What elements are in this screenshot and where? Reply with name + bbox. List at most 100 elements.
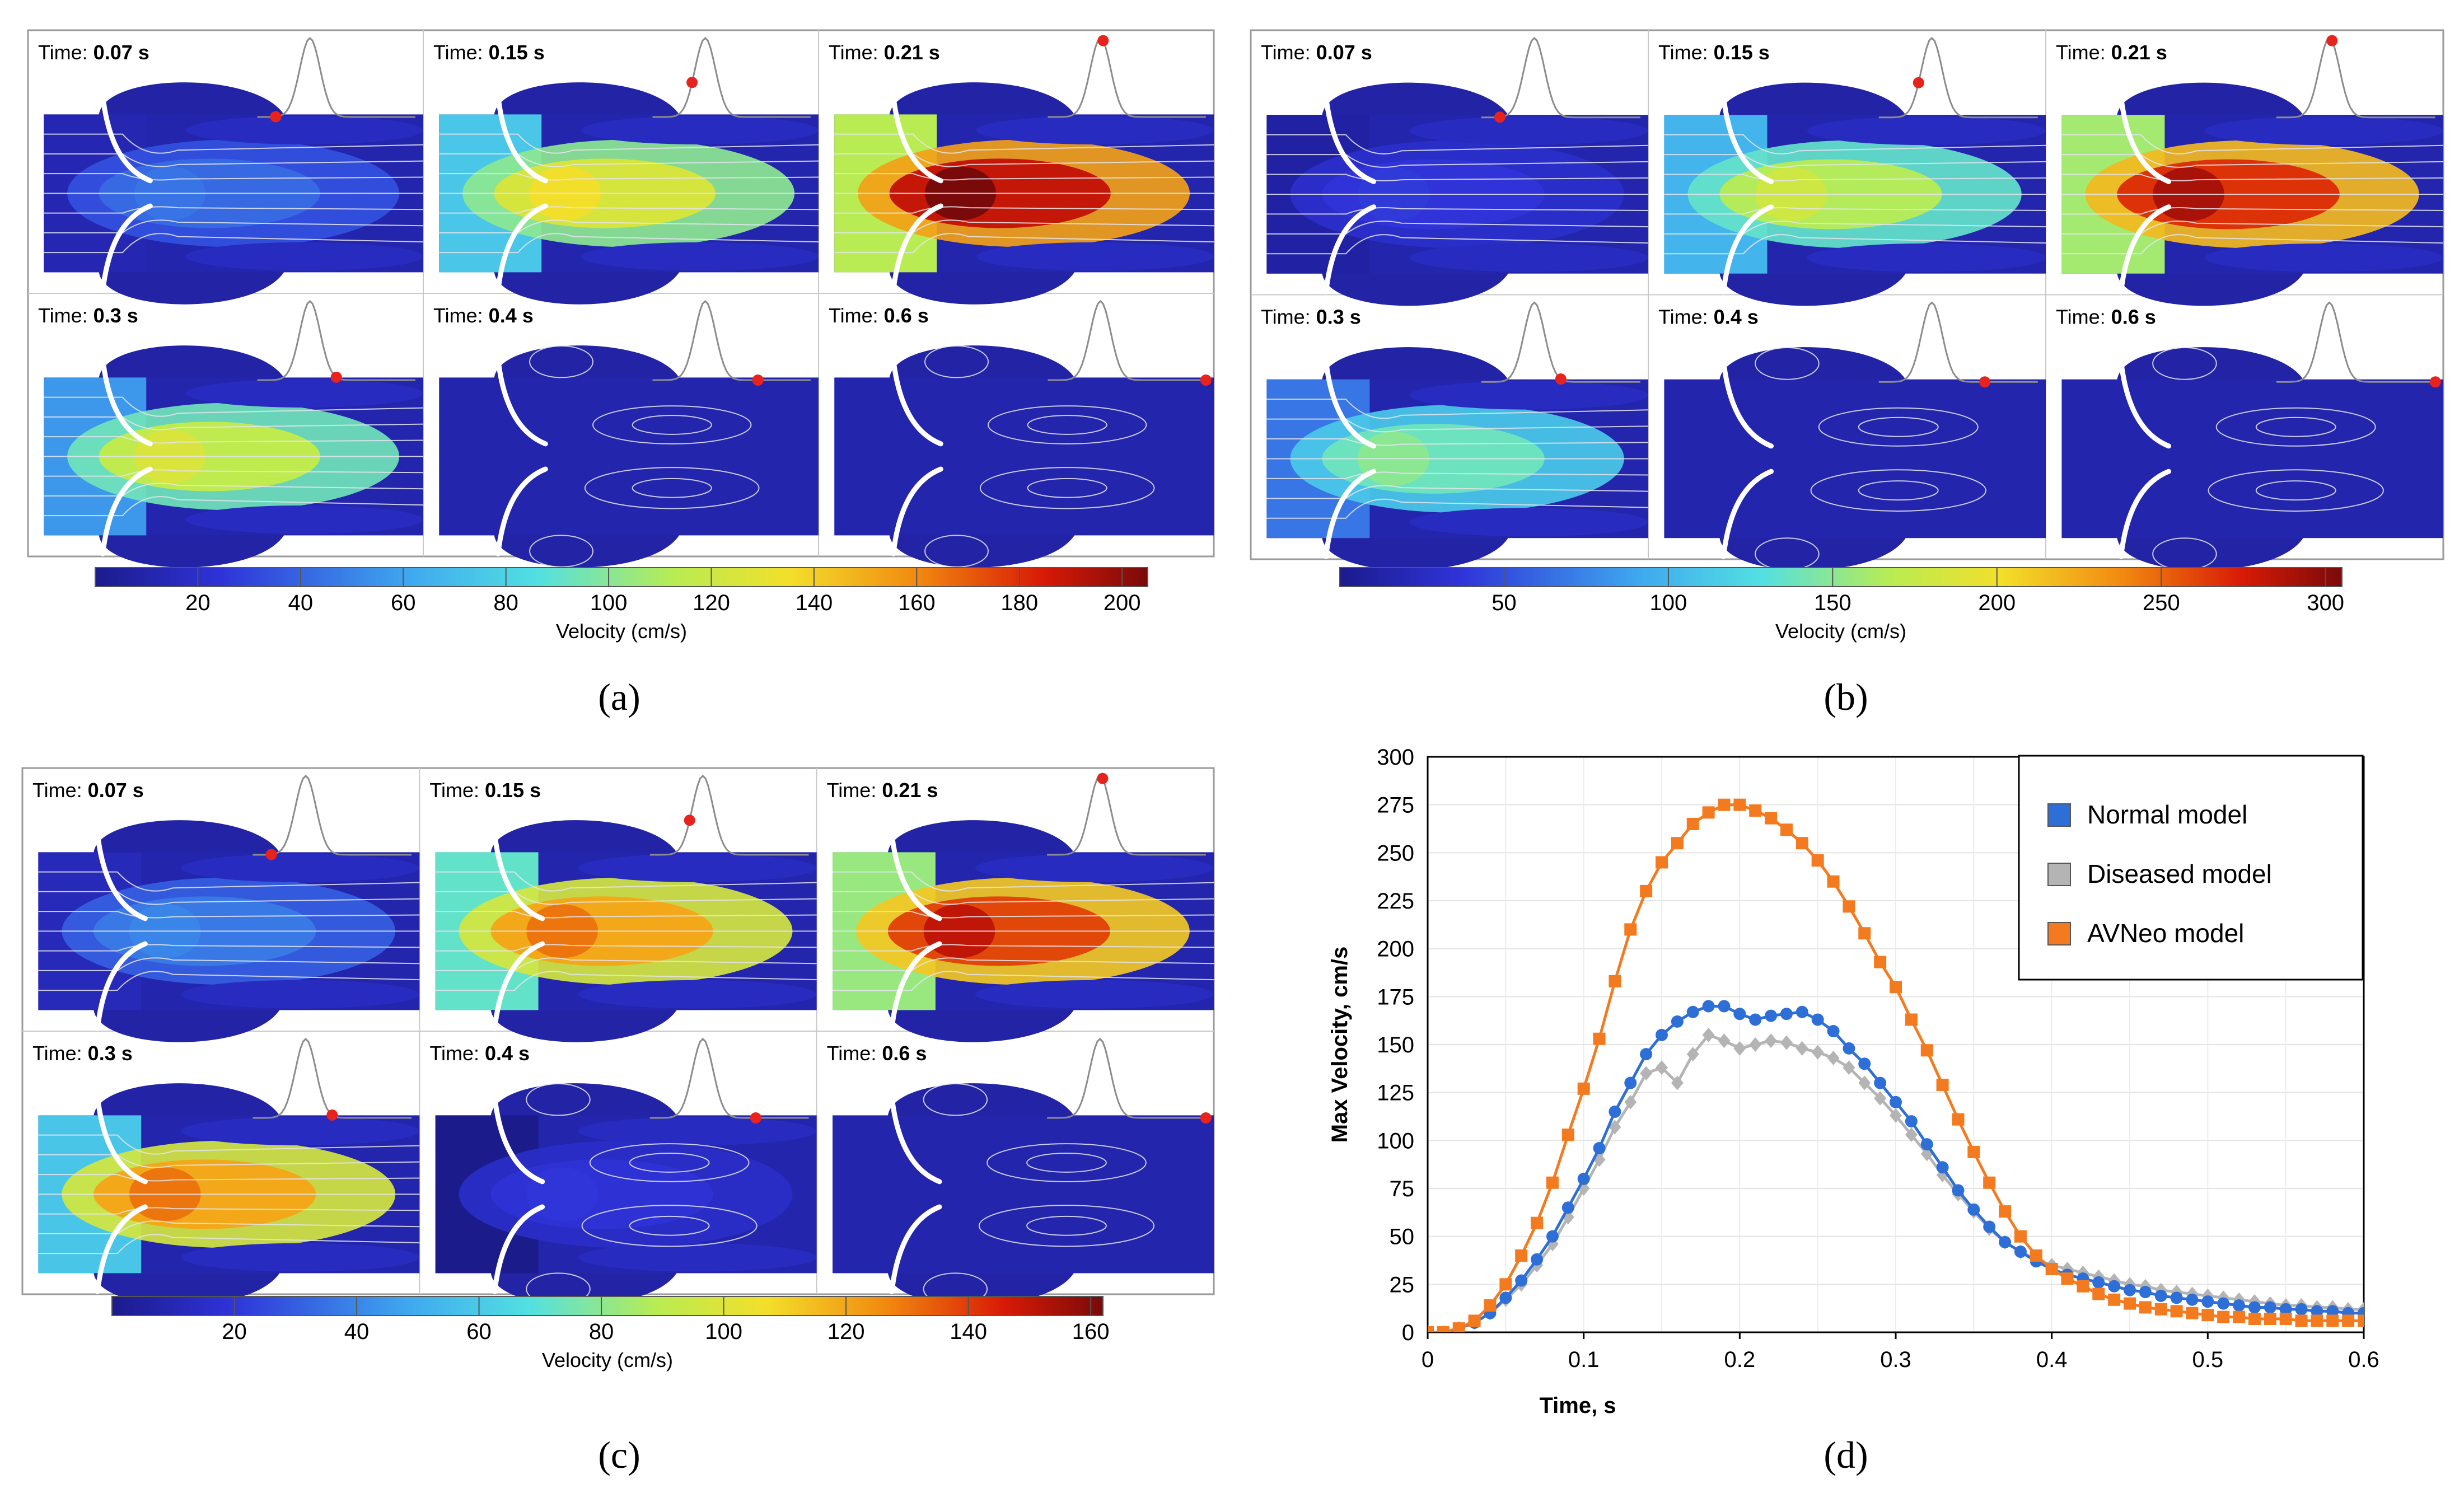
data-point (1952, 1184, 1965, 1197)
recirc-top (578, 1117, 817, 1145)
y-tick-label: 125 (1377, 1081, 1414, 1106)
chart-y-axis-label: Max Velocity, cm/s (1327, 947, 1352, 1143)
leaflet-top (891, 357, 943, 447)
leaflet-bottom (100, 203, 153, 293)
waveform-time-marker (752, 374, 764, 386)
time-label-prefix: Time: (38, 41, 93, 64)
data-point (1561, 1129, 1574, 1141)
waveform-time-marker (684, 814, 695, 826)
y-tick-label: 175 (1377, 985, 1414, 1009)
data-point (1671, 1075, 1684, 1090)
panel-b-label: (b) (1824, 676, 1868, 718)
flow-waveform (649, 1037, 809, 1119)
streamline (435, 957, 817, 971)
time-label: Time: 0.3 s (1261, 306, 1361, 329)
colorbar-tick-label: 140 (950, 1319, 987, 1344)
streamline (1664, 134, 2046, 155)
colorbar-tick-label: 180 (1000, 591, 1038, 615)
data-point (2170, 1291, 2183, 1304)
vortex-line (2208, 469, 2384, 512)
legend-entry: Diseased model (2047, 859, 2272, 888)
velocity-frame: Time: 0.21 s (827, 773, 1214, 1042)
panel-c-label: (c) (598, 1434, 640, 1476)
recirc-top (975, 854, 1214, 882)
velocity-frame: Time: 0.4 s (433, 299, 819, 568)
chart-series (1428, 798, 2364, 1332)
colorbar-tick-label: 40 (288, 591, 314, 615)
data-point (1983, 1176, 1996, 1189)
time-label: Time: 0.6 s (2056, 306, 2156, 329)
colorbar-tick-label: 100 (1650, 591, 1687, 615)
data-point (1796, 837, 1808, 850)
vortex-line (2215, 407, 2376, 447)
vortex-line (1027, 478, 1107, 498)
time-label: Time: 0.15 s (429, 779, 541, 802)
data-point (2108, 1280, 2121, 1293)
time-label: Time: 0.4 s (433, 304, 534, 327)
streamline (44, 133, 424, 154)
time-label: Time: 0.07 s (1261, 41, 1372, 64)
data-point (1671, 1015, 1684, 1028)
velocity-frame: Time: 0.6 s (2056, 301, 2443, 570)
data-point (1609, 1120, 1621, 1135)
data-point (1827, 875, 1840, 888)
time-label: Time: 0.07 s (38, 41, 149, 64)
time-label-prefix: Time: (1658, 306, 1714, 329)
recirc-bottom (976, 242, 1214, 271)
leaflet-bottom (891, 466, 943, 556)
recirc-bottom (1409, 243, 1648, 272)
sinus-top (887, 820, 1075, 854)
leaflet-top (2118, 93, 2172, 184)
streamline (834, 233, 1214, 254)
flow-waveform (649, 774, 809, 856)
time-label-value: 0.21 s (2111, 41, 2167, 64)
time-label-value: 0.21 s (884, 41, 940, 64)
data-point (2264, 1313, 2276, 1326)
data-point (1702, 806, 1715, 819)
colorbar-tick-label: 20 (185, 591, 211, 615)
data-point (2233, 1310, 2246, 1323)
data-point (1733, 1008, 1746, 1020)
leaflet-bottom (1720, 469, 1774, 559)
vortex-line (986, 1143, 1147, 1182)
recirc-top (181, 1117, 419, 1145)
streamline (44, 233, 424, 254)
data-point (2030, 1249, 2042, 1262)
panel-c-velocity-maps: Time: 0.07 s Time: 0.15 s Time: 0.21 sTime… (21, 767, 1215, 1371)
leaflet-top (1720, 93, 1774, 184)
leaflet-top (95, 1094, 148, 1185)
legend-entry: Normal model (2047, 800, 2247, 829)
series-avneo-model (1428, 798, 2364, 1332)
flow-domain (834, 377, 1214, 536)
leaflet-top (495, 357, 548, 447)
x-tick-label: 0.4 (2036, 1347, 2068, 1372)
recirc-top (581, 116, 819, 144)
time-label: Time: 0.4 s (429, 1042, 530, 1065)
flow-domain (833, 1115, 1214, 1274)
sinus-bottom (494, 534, 680, 568)
recirc-bottom (181, 980, 419, 1009)
time-label-value: 0.4 s (1714, 306, 1759, 329)
data-point (1796, 1005, 1808, 1018)
leaflet-top (100, 93, 153, 184)
data-point (1890, 1096, 1902, 1108)
colorbar-tick-label: 120 (693, 591, 730, 615)
velocity-frame: Time: 0.4 s (429, 1037, 817, 1305)
data-point (1890, 1108, 1902, 1123)
colorbar: 20 40 60 80 100 120 140 160 180 200 Velocity (cm/s… (95, 567, 1148, 643)
streamline (44, 483, 424, 497)
panel-d-label: (d) (1824, 1434, 1868, 1476)
data-point (1920, 1138, 1933, 1151)
leaflet-bottom (889, 1204, 942, 1294)
sinus-top (494, 345, 680, 379)
data-point (1640, 1066, 1653, 1081)
data-point (1718, 1000, 1731, 1013)
data-point (1577, 1172, 1590, 1185)
colorbar: 50 100 150 200 250 300 Velocity (cm/s) (1339, 567, 2344, 643)
data-point (1452, 1322, 1465, 1332)
sinus-top (2117, 347, 2304, 381)
sinus-bottom (99, 534, 285, 568)
sinus-bottom (1322, 272, 1509, 306)
streamlines (38, 1134, 420, 1254)
waveform-time-marker (1494, 111, 1505, 123)
